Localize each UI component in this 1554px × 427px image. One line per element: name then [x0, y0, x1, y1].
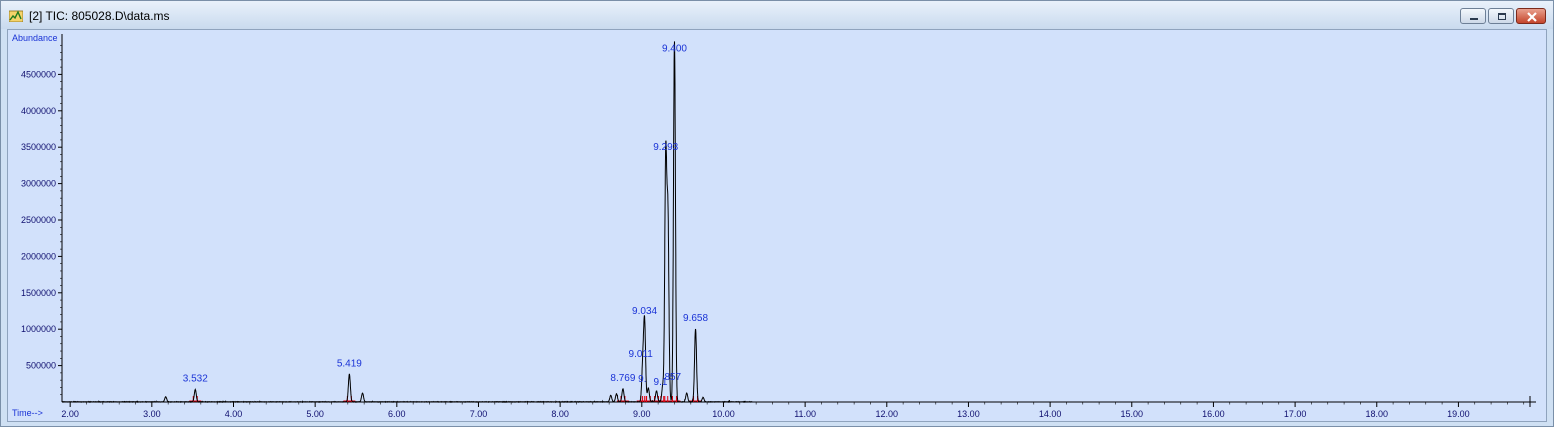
tic-trace [61, 41, 1530, 404]
x-tick-label: 3.00 [143, 409, 161, 419]
chromatogram-chart: Abundance Time--> 500000 1000000 1500000 2000… [12, 33, 1536, 419]
x-axis-label: Time--> [12, 408, 43, 418]
peak-label: 9.1 [654, 377, 668, 388]
x-tick-label: 7.00 [470, 409, 488, 419]
y-tick-label: 500000 [26, 361, 56, 371]
x-tick-label: 11.00 [794, 409, 816, 419]
peak-label: 9.293 [653, 142, 678, 153]
x-tick-label: 10.00 [712, 409, 735, 419]
y-axis-label: Abundance [12, 33, 58, 43]
peak-label: 9.658 [683, 313, 708, 324]
x-tick-label: 17.00 [1284, 409, 1307, 419]
minimize-button[interactable] [1460, 8, 1486, 24]
close-button[interactable] [1516, 8, 1546, 24]
y-tick-label: 2500000 [21, 215, 56, 225]
x-tick-label: 9.00 [633, 409, 651, 419]
peak-label: 9.011 [629, 349, 654, 360]
y-tick-label: 3000000 [21, 179, 56, 189]
chart-area[interactable]: Abundance Time--> 500000 1000000 1500000 2000… [7, 29, 1547, 422]
window-title: [2] TIC: 805028.D\data.ms [29, 9, 170, 23]
x-tick-label: 15.00 [1121, 409, 1144, 419]
peak-label: 857 [664, 372, 681, 383]
peak-label: 9.034 [632, 306, 657, 317]
y-tick-label: 4000000 [21, 106, 56, 116]
x-tick-label: 18.00 [1365, 409, 1388, 419]
peak-label: 3.532 [183, 374, 208, 385]
x-tick-label: 6.00 [388, 409, 406, 419]
y-tick-label: 1000000 [21, 324, 56, 334]
y-tick-label: 3500000 [21, 142, 56, 152]
peak-label: 9. [638, 374, 646, 385]
title-bar[interactable]: [2] TIC: 805028.D\data.ms [1, 1, 1553, 29]
x-tick-label: 4.00 [225, 409, 243, 419]
peak-label: 5.419 [337, 358, 362, 369]
peak-label: 8.769 [610, 373, 635, 384]
x-tick-label: 12.00 [876, 409, 899, 419]
restore-button[interactable] [1488, 8, 1514, 24]
x-tick-label: 13.00 [957, 409, 980, 419]
x-tick-label: 5.00 [306, 409, 324, 419]
minimize-icon [1470, 18, 1478, 20]
x-tick-label: 16.00 [1202, 409, 1225, 419]
chromatogram-icon [9, 10, 23, 22]
peak-label: 9.400 [662, 44, 687, 55]
x-tick-label: 8.00 [551, 409, 569, 419]
x-tick-label: 19.00 [1447, 409, 1470, 419]
y-tick-label: 1500000 [21, 288, 56, 298]
close-icon [1527, 12, 1537, 22]
x-tick-label: 2.00 [61, 409, 79, 419]
y-tick-label: 2000000 [21, 251, 56, 261]
restore-icon [1498, 13, 1506, 20]
x-tick-label: 14.00 [1039, 409, 1062, 419]
y-tick-label: 4500000 [21, 69, 56, 79]
